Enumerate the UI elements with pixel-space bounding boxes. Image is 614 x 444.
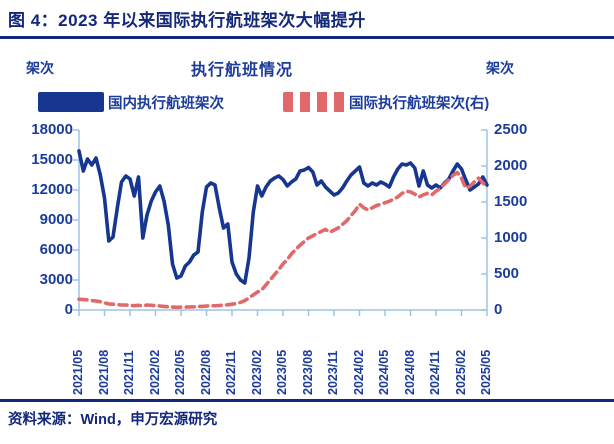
y-axis-right-tick-label: 2000 xyxy=(494,157,528,174)
y-axis-right-tick-label: 2500 xyxy=(494,121,528,138)
y-axis-left-tick-label: 12000 xyxy=(31,181,73,198)
domestic-series-line xyxy=(77,149,489,285)
international-legend-label: 国际执行航班架次(右) xyxy=(349,96,490,112)
x-axis-tick-label: 2021/08 xyxy=(96,349,111,395)
x-axis-tick-label: 2021/11 xyxy=(122,350,136,396)
domestic-legend-label: 国内执行航班架次 xyxy=(108,96,224,112)
right-axis-unit-label: 架次 xyxy=(486,60,514,76)
left-axis-unit-label: 架次 xyxy=(26,60,54,76)
international-line-swatch xyxy=(283,92,347,112)
x-axis-tick-label: 2024/05 xyxy=(377,349,391,395)
y-axis-right-tick-label: 1000 xyxy=(494,229,528,246)
y-axis-left-tick-label: 9000 xyxy=(39,211,73,228)
domestic-line-swatch xyxy=(38,92,104,112)
x-axis-tick-label: 2023/08 xyxy=(300,349,315,395)
x-axis-tick-label: 2024/11 xyxy=(428,350,442,396)
x-axis-tick-label: 2025/05 xyxy=(479,349,493,395)
international-series-line xyxy=(77,170,489,310)
figure-title: 图 4：2023 年以来国际执行航班架次大幅提升 xyxy=(8,11,366,30)
x-axis-tick-label: 2021/05 xyxy=(71,349,85,395)
x-axis-tick-label: 2023/02 xyxy=(249,349,264,395)
x-axis-tick-label: 2022/08 xyxy=(198,349,213,395)
x-axis-tick-label: 2022/11 xyxy=(224,350,238,396)
y-axis-right-tick-label: 1500 xyxy=(494,193,528,210)
source-note: 资料来源：Wind，申万宏源研究 xyxy=(8,412,218,428)
x-axis-tick-label: 2023/05 xyxy=(275,349,289,395)
y-axis-right-tick-label: 0 xyxy=(494,301,503,318)
y-axis-left-tick-label: 6000 xyxy=(39,241,73,258)
x-axis-tick-label: 2025/02 xyxy=(453,349,468,395)
x-axis-tick-label: 2024/02 xyxy=(351,349,366,395)
legend: 国内执行航班架次 国际执行航班架次(右) xyxy=(36,92,596,112)
y-axis-left-tick-label: 15000 xyxy=(31,151,73,168)
chart-title: 执行航班情况 xyxy=(190,62,293,79)
x-axis-tick-label: 2022/02 xyxy=(147,349,162,395)
title-underline xyxy=(0,36,614,39)
y-axis-left-tick-label: 18000 xyxy=(31,121,73,138)
x-axis-tick-label: 2023/11 xyxy=(326,350,340,396)
footer-separator xyxy=(0,399,614,402)
y-axis-left-tick-label: 3000 xyxy=(39,271,73,288)
y-axis-right-tick-label: 500 xyxy=(494,265,520,282)
y-axis-left-tick-label: 0 xyxy=(64,301,73,318)
x-axis-tick-label: 2024/08 xyxy=(402,349,417,395)
x-axis-tick-label: 2022/05 xyxy=(173,349,187,395)
